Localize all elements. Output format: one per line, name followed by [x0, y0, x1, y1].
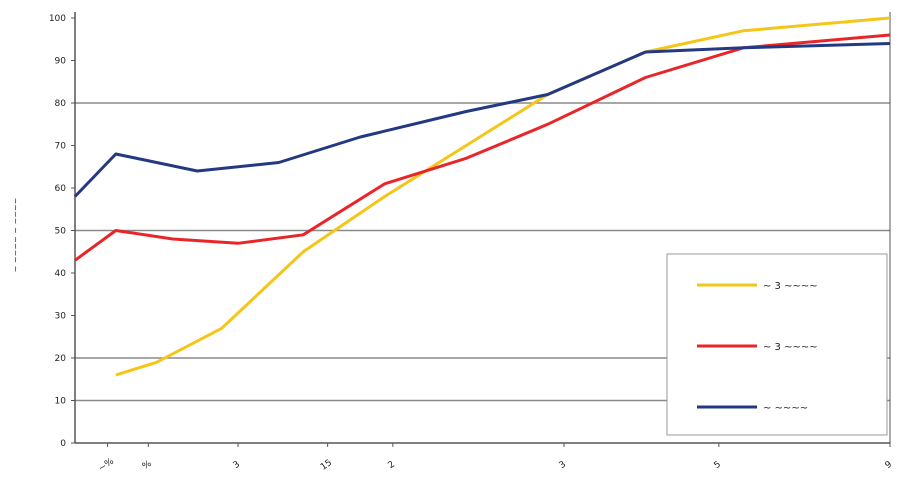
legend: ~ 3 ~~~~ ~ 3 ~~~~ ~ ~~~~ — [666, 253, 888, 436]
x-tick-label: 3 — [232, 460, 242, 471]
y-tick-label: 100 — [49, 14, 66, 24]
y-tick-label: 70 — [55, 142, 67, 152]
x-tick-labels: ~%% 3 15 2 3 5 9 — [97, 443, 894, 474]
series-lines — [73, 16, 891, 377]
y-tick-label: 80 — [55, 99, 67, 109]
y-tick-label: 60 — [55, 184, 67, 194]
series-line-2 — [74, 33, 891, 262]
y-tick-label: 20 — [55, 354, 67, 364]
x-tick-label: % — [141, 459, 154, 472]
x-tick-label: ~% — [97, 456, 116, 474]
y-axis-title: ~ ~~~~ ~ ~~~~ — [11, 198, 20, 273]
y-tick-labels: 0 10 20 30 40 50 60 70 80 90 100 — [49, 14, 75, 449]
legend-label-3: ~ ~~~~ — [763, 403, 808, 414]
axes — [74, 12, 891, 444]
x-tick-label: 2 — [386, 460, 396, 471]
y-tick-label: 50 — [55, 227, 67, 237]
y-tick-label: 10 — [55, 397, 67, 407]
legend-label-1: ~ 3 ~~~~ — [763, 281, 818, 292]
x-tick-label: 9 — [884, 459, 895, 471]
legend-label-2: ~ 3 ~~~~ — [763, 342, 818, 353]
x-tick-label: 3 — [558, 460, 568, 471]
y-tick-label: 0 — [60, 439, 66, 449]
y-tick-label: 90 — [55, 57, 67, 67]
y-tick-label: 30 — [55, 312, 67, 322]
x-tick-label: 5 — [712, 460, 722, 471]
y-tick-label: 40 — [55, 269, 67, 279]
series-line-3 — [73, 42, 891, 198]
x-tick-label: 15 — [319, 458, 334, 473]
